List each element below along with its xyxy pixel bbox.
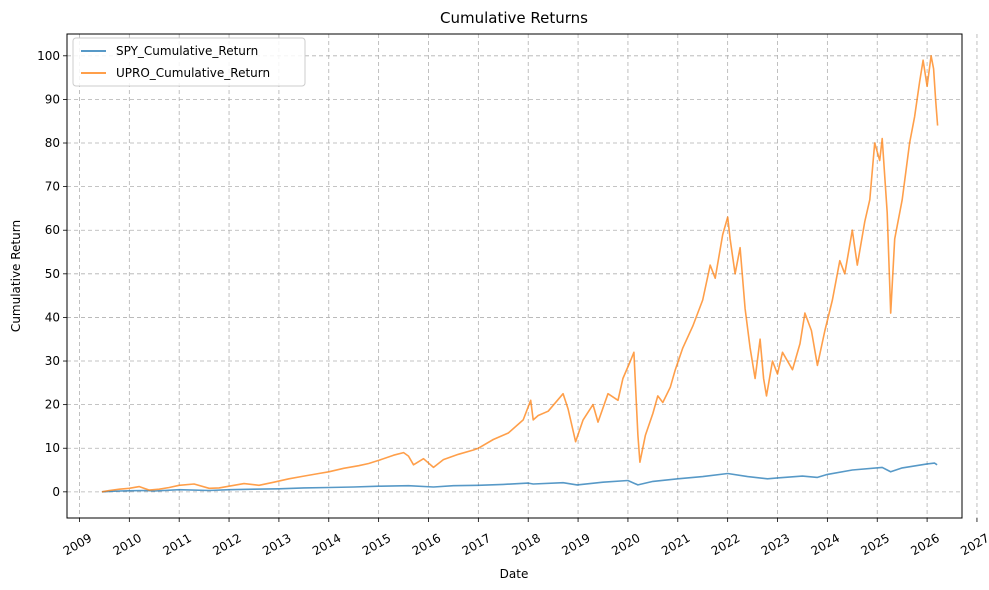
y-tick-label: 90 xyxy=(45,92,60,106)
y-tick-label: 0 xyxy=(52,485,60,499)
y-tick-label: 80 xyxy=(45,136,60,150)
y-tick-label: 10 xyxy=(45,441,60,455)
legend-label-upro: UPRO_Cumulative_Return xyxy=(116,66,270,80)
y-tick-label: 60 xyxy=(45,223,60,237)
y-tick-label: 20 xyxy=(45,398,60,412)
chart-title: Cumulative Returns xyxy=(440,9,588,27)
y-tick-label: 100 xyxy=(37,49,60,63)
y-axis-title: Cumulative Return xyxy=(9,220,23,332)
y-tick-label: 70 xyxy=(45,180,60,194)
series-line-spy-cumulative-return xyxy=(101,462,938,493)
y-tick-label: 40 xyxy=(45,310,60,324)
x-axis-title: Date xyxy=(500,567,529,581)
series-lines xyxy=(101,55,939,493)
legend: SPY_Cumulative_Return UPRO_Cumulative_Re… xyxy=(72,37,306,87)
grid-lines xyxy=(67,34,978,518)
series-line-upro-cumulative-return xyxy=(101,55,939,493)
y-tick-label: 30 xyxy=(45,354,60,368)
legend-box xyxy=(72,37,306,87)
y-tick-label: 50 xyxy=(45,267,60,281)
plot-frame xyxy=(66,33,963,519)
legend-label-spy: SPY_Cumulative_Return xyxy=(116,44,258,58)
